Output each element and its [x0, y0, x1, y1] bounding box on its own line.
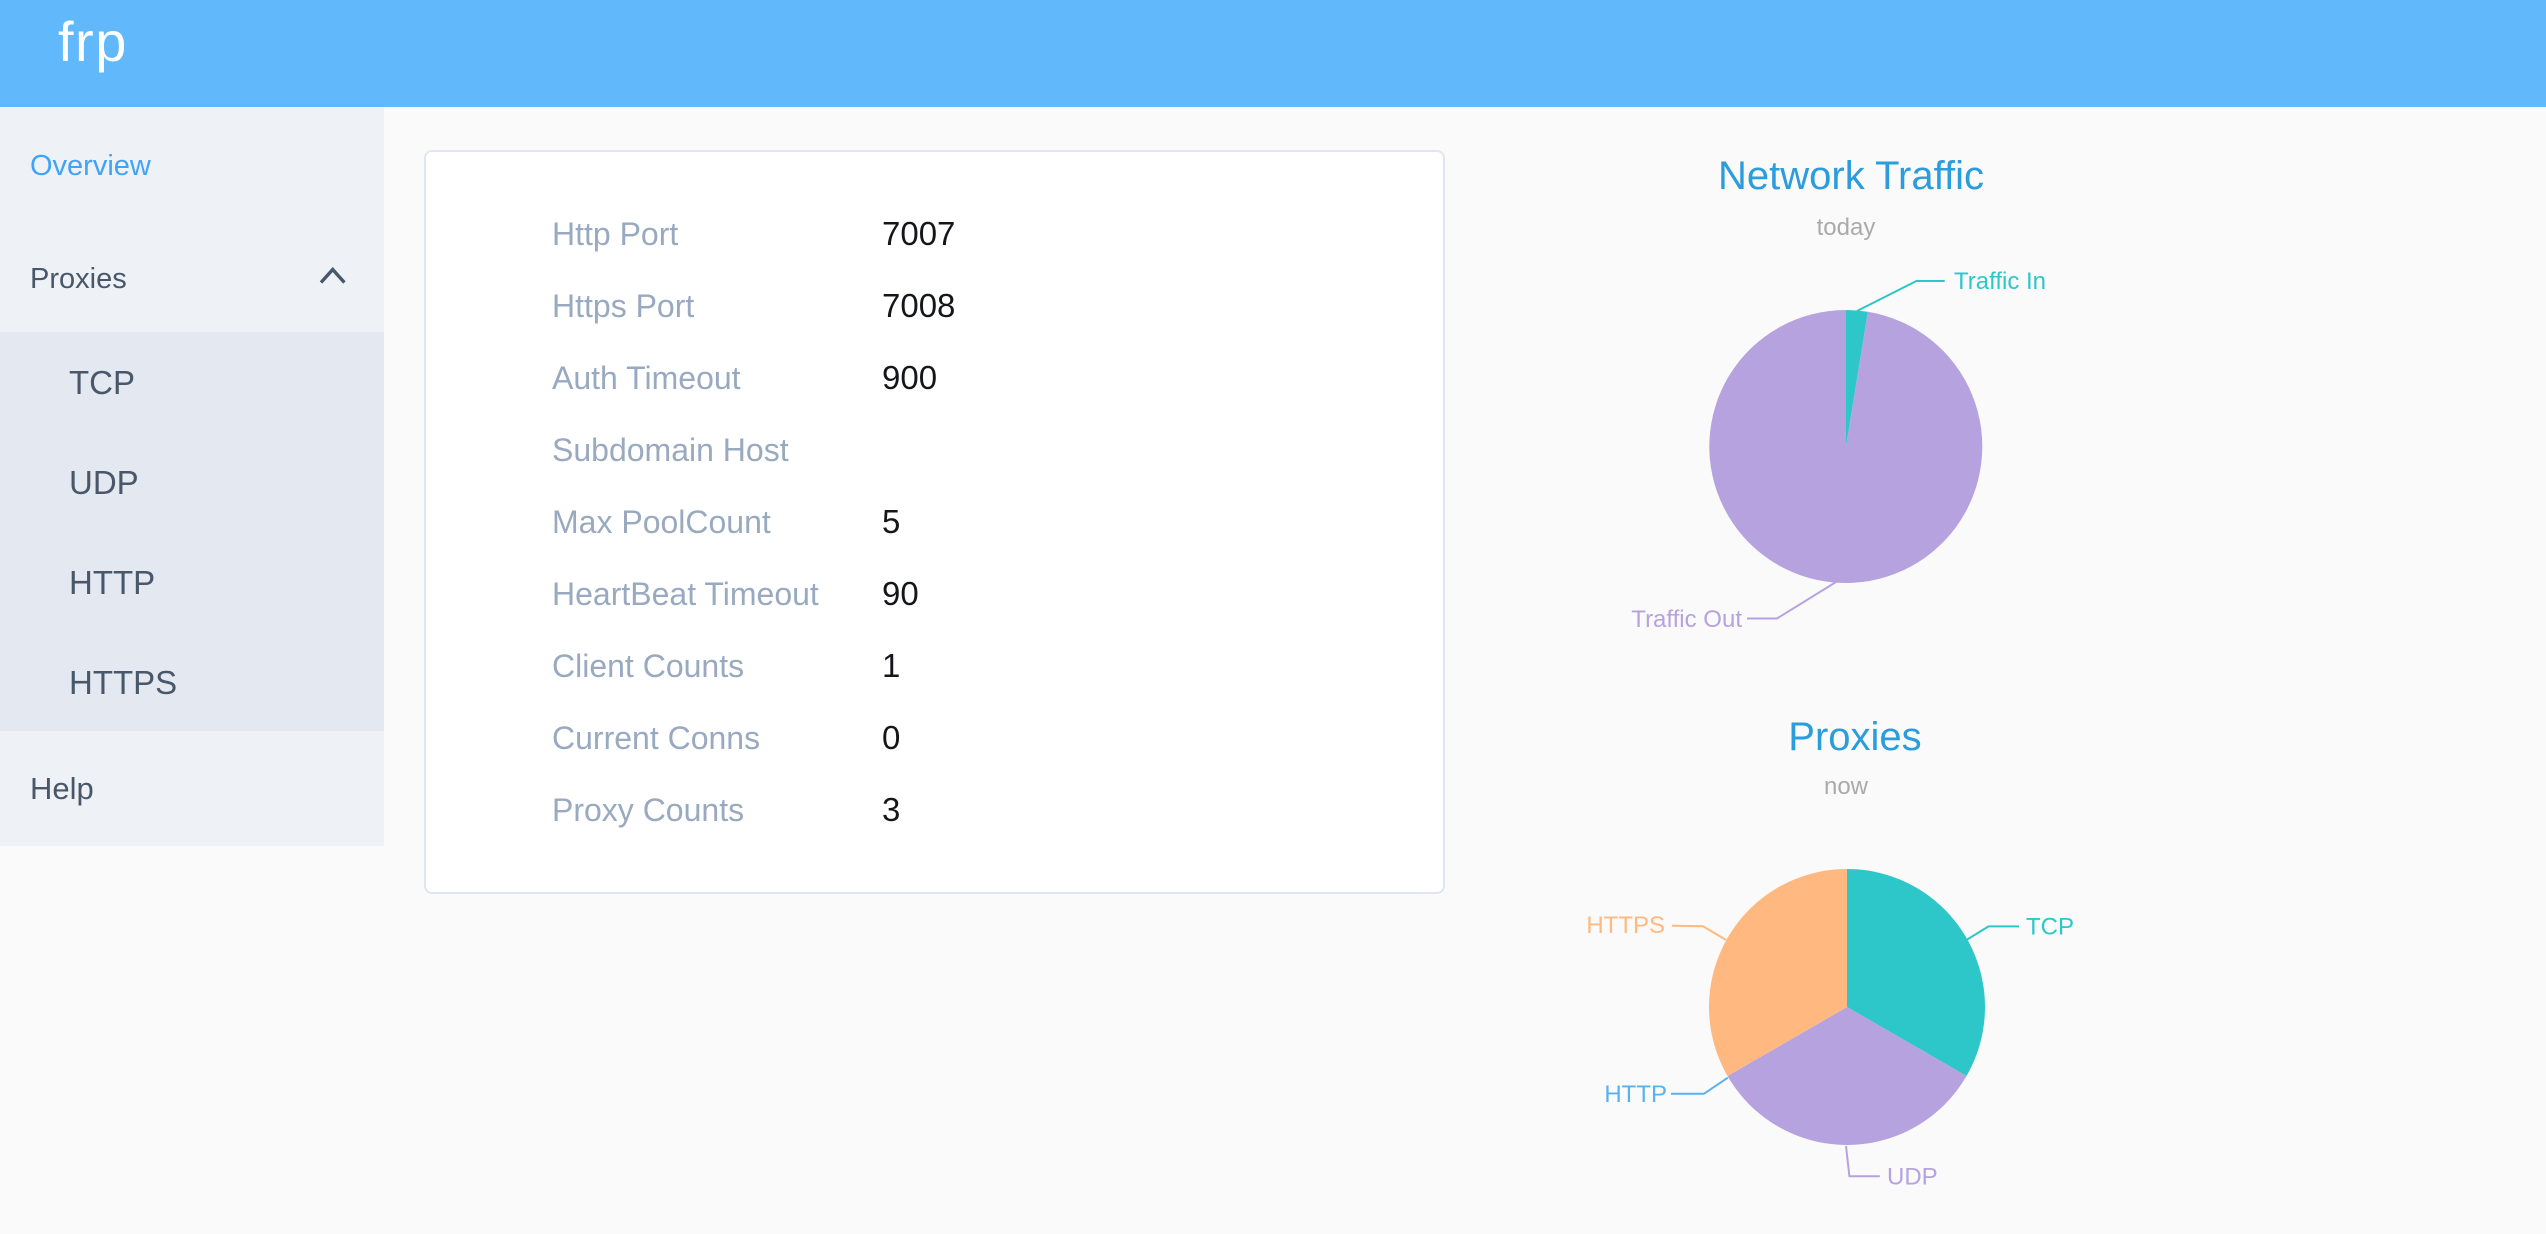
- svg-text:Network Traffic: Network Traffic: [1718, 154, 1984, 198]
- svg-text:now: now: [1824, 773, 1869, 800]
- svg-text:Traffic Out: Traffic Out: [1631, 606, 1742, 633]
- svg-text:today: today: [1817, 214, 1876, 241]
- svg-text:UDP: UDP: [1887, 1163, 1938, 1190]
- svg-text:Proxies: Proxies: [1788, 715, 1921, 759]
- svg-text:TCP: TCP: [2026, 913, 2074, 940]
- svg-text:HTTP: HTTP: [1604, 1081, 1667, 1108]
- svg-text:HTTPS: HTTPS: [1586, 912, 1665, 939]
- svg-text:Traffic In: Traffic In: [1954, 268, 2046, 295]
